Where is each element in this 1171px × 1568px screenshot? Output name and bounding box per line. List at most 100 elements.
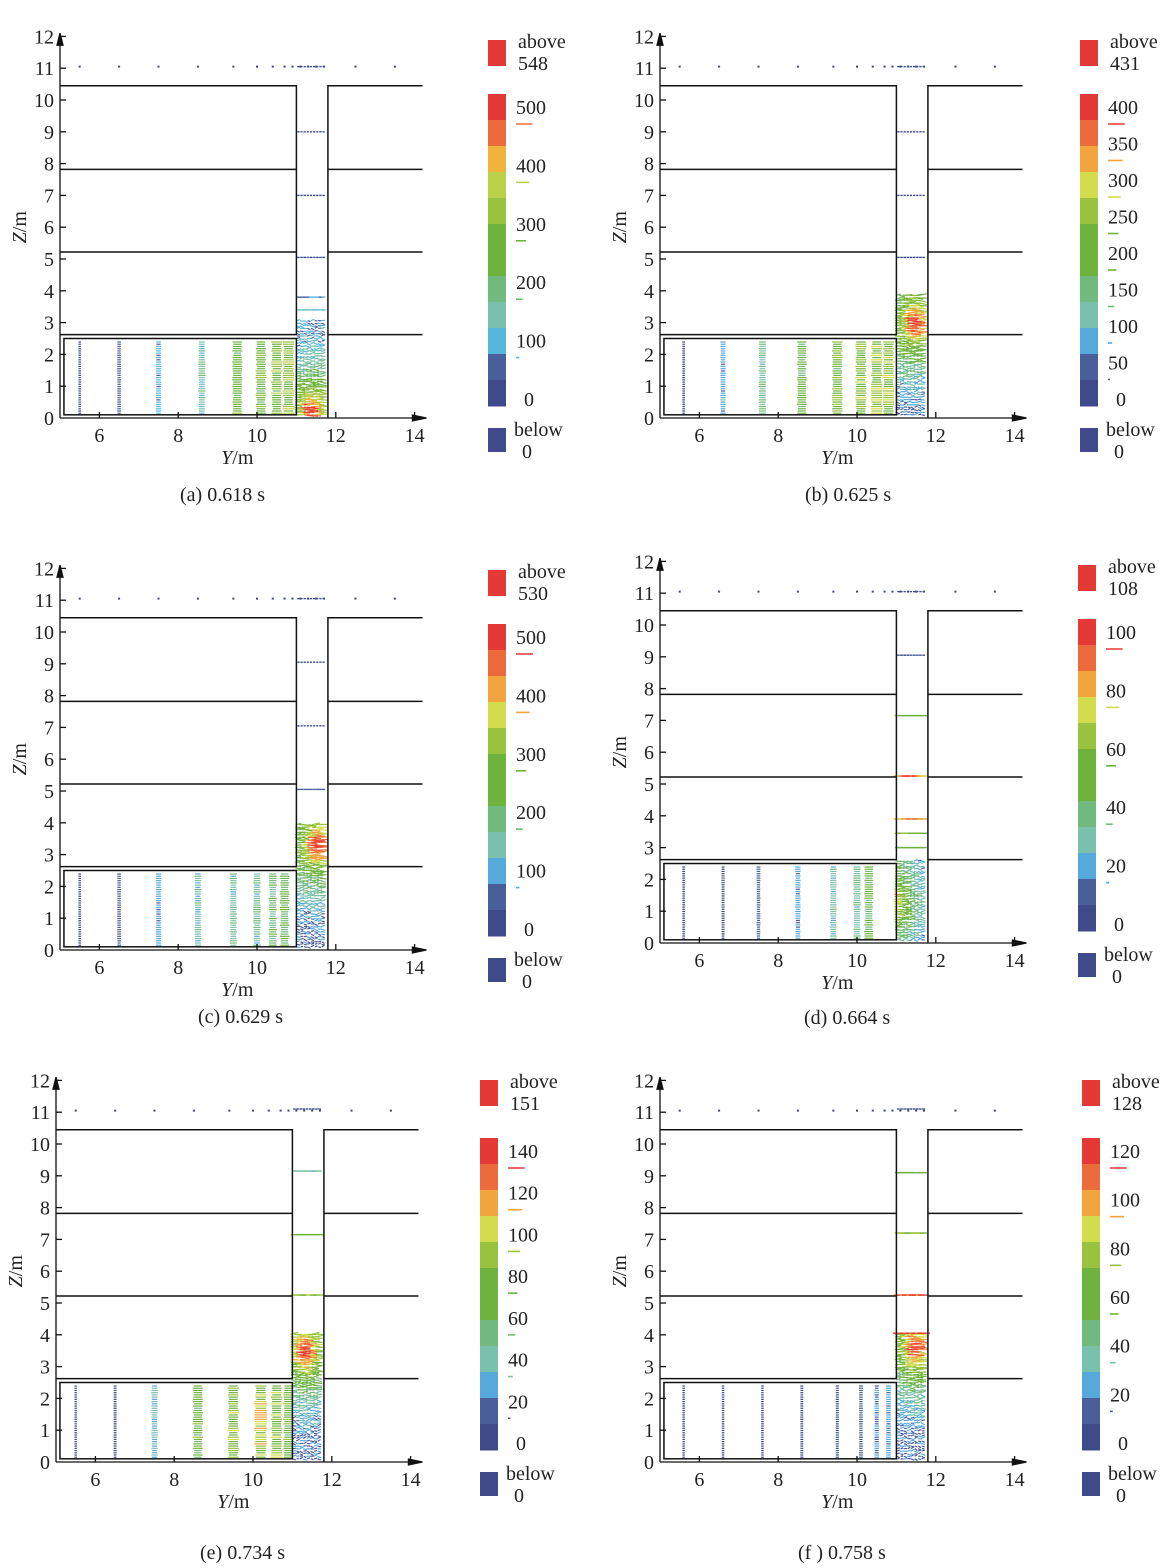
velocity-vector <box>312 1394 319 1398</box>
velocity-vector <box>914 1347 925 1351</box>
x-axis-label-unit: /m <box>232 447 254 469</box>
colorbar-tick-label: 250 <box>1108 207 1138 229</box>
x-axis-label-var: Y <box>821 447 834 469</box>
velocity-vector <box>899 1109 902 1112</box>
velocity-vector <box>901 1347 910 1351</box>
velocity-vector <box>913 376 919 380</box>
velocity-vector <box>902 875 909 879</box>
velocity-vector <box>920 348 927 351</box>
y-tick-label: 9 <box>644 647 654 669</box>
velocity-vector <box>306 1436 311 1440</box>
velocity-vector <box>904 315 914 318</box>
velocity-vector <box>896 1449 901 1452</box>
velocity-vector <box>902 371 909 375</box>
velocity-vector <box>913 939 919 943</box>
y-tick-label: 11 <box>635 583 654 605</box>
velocity-vector <box>900 1447 904 1450</box>
y-tick-label: 0 <box>40 1452 50 1474</box>
velocity-vector <box>909 1383 916 1386</box>
velocity-vector <box>871 1109 874 1112</box>
velocity-vector <box>299 881 305 884</box>
velocity-vector <box>301 828 310 831</box>
velocity-vector <box>903 401 908 404</box>
velocity-vector <box>920 386 926 390</box>
velocity-vector <box>913 1408 919 1412</box>
velocity-vector <box>309 1394 315 1398</box>
panel-d: 6 8 10 12 14 0 1 2 3 4 5 6 7 8 9 10 11 12 Y/m Z/m above 108 10… <box>600 525 1171 1045</box>
velocity-vector <box>302 1430 308 1433</box>
velocity-vector <box>319 404 328 407</box>
colorbar-band <box>1078 671 1096 698</box>
velocity-vector <box>310 938 315 942</box>
velocity-vector <box>299 1346 311 1349</box>
x-tick-label: 8 <box>173 957 183 979</box>
velocity-vector <box>898 298 906 301</box>
velocity-vector <box>296 1450 300 1453</box>
velocity-vector <box>317 1436 322 1440</box>
velocity-vector <box>901 1341 910 1345</box>
colorbar-band <box>488 728 506 755</box>
x-tick-label: 6 <box>94 425 104 447</box>
velocity-vector <box>904 1361 914 1365</box>
velocity-vector <box>306 896 312 900</box>
velocity-vector <box>917 1415 922 1419</box>
velocity-vector <box>299 341 305 345</box>
velocity-vector <box>921 404 926 407</box>
velocity-vector <box>306 892 312 896</box>
velocity-vector <box>910 401 915 404</box>
velocity-vector <box>317 1450 322 1453</box>
colorbar-band <box>1078 775 1096 802</box>
legend-below-value: 0 <box>522 971 532 993</box>
velocity-vector <box>301 849 310 853</box>
velocity-vector <box>883 1109 886 1112</box>
velocity-vector <box>920 891 926 895</box>
y-tick-label: 2 <box>44 876 54 898</box>
velocity-vector <box>295 1405 301 1409</box>
velocity-vector <box>317 1428 322 1432</box>
velocity-vector <box>321 337 326 341</box>
velocity-vector <box>907 407 911 411</box>
velocity-vector <box>899 1416 905 1419</box>
velocity-vector <box>918 315 928 318</box>
velocity-vector <box>299 348 305 351</box>
velocity-vector <box>917 1404 923 1408</box>
colorbar-tick-label: 100 <box>1108 316 1138 338</box>
velocity-vector <box>907 325 918 328</box>
velocity-vector <box>907 1109 910 1112</box>
velocity-vector <box>317 901 322 905</box>
velocity-vector <box>913 897 919 900</box>
velocity-vector <box>291 597 294 600</box>
velocity-vector <box>919 339 927 342</box>
velocity-vector <box>300 330 304 333</box>
velocity-vector <box>312 1372 319 1376</box>
colorbar-band <box>480 1294 498 1321</box>
velocity-vector <box>312 1366 320 1370</box>
velocity-vector <box>909 866 916 870</box>
velocity-vector <box>321 322 325 326</box>
velocity-vector <box>299 1450 304 1454</box>
velocity-vector <box>914 1338 925 1342</box>
velocity-vector <box>311 836 321 840</box>
velocity-vector <box>296 341 301 345</box>
velocity-vector <box>304 856 314 859</box>
velocity-vector <box>317 343 322 346</box>
y-tick-label: 12 <box>34 26 54 48</box>
colorbar-tick-label: 60 <box>508 1308 528 1330</box>
velocity-vector <box>301 1385 309 1389</box>
velocity-vector <box>196 597 199 600</box>
velocity-vector <box>302 884 309 887</box>
x-tick-label: 6 <box>694 950 704 972</box>
velocity-vector <box>904 1452 907 1455</box>
velocity-vector <box>916 348 924 351</box>
velocity-vector <box>896 1414 901 1417</box>
velocity-vector <box>902 1399 908 1403</box>
velocity-vector <box>906 373 912 376</box>
x-axis-label: Y/m <box>221 979 254 1001</box>
velocity-vector <box>316 1379 323 1383</box>
velocity-vector <box>317 1425 322 1429</box>
velocity-vector <box>898 353 905 356</box>
velocity-vector <box>911 332 922 336</box>
velocity-vector <box>308 862 317 865</box>
velocity-vector <box>903 1419 908 1422</box>
velocity-vector <box>317 1431 322 1434</box>
